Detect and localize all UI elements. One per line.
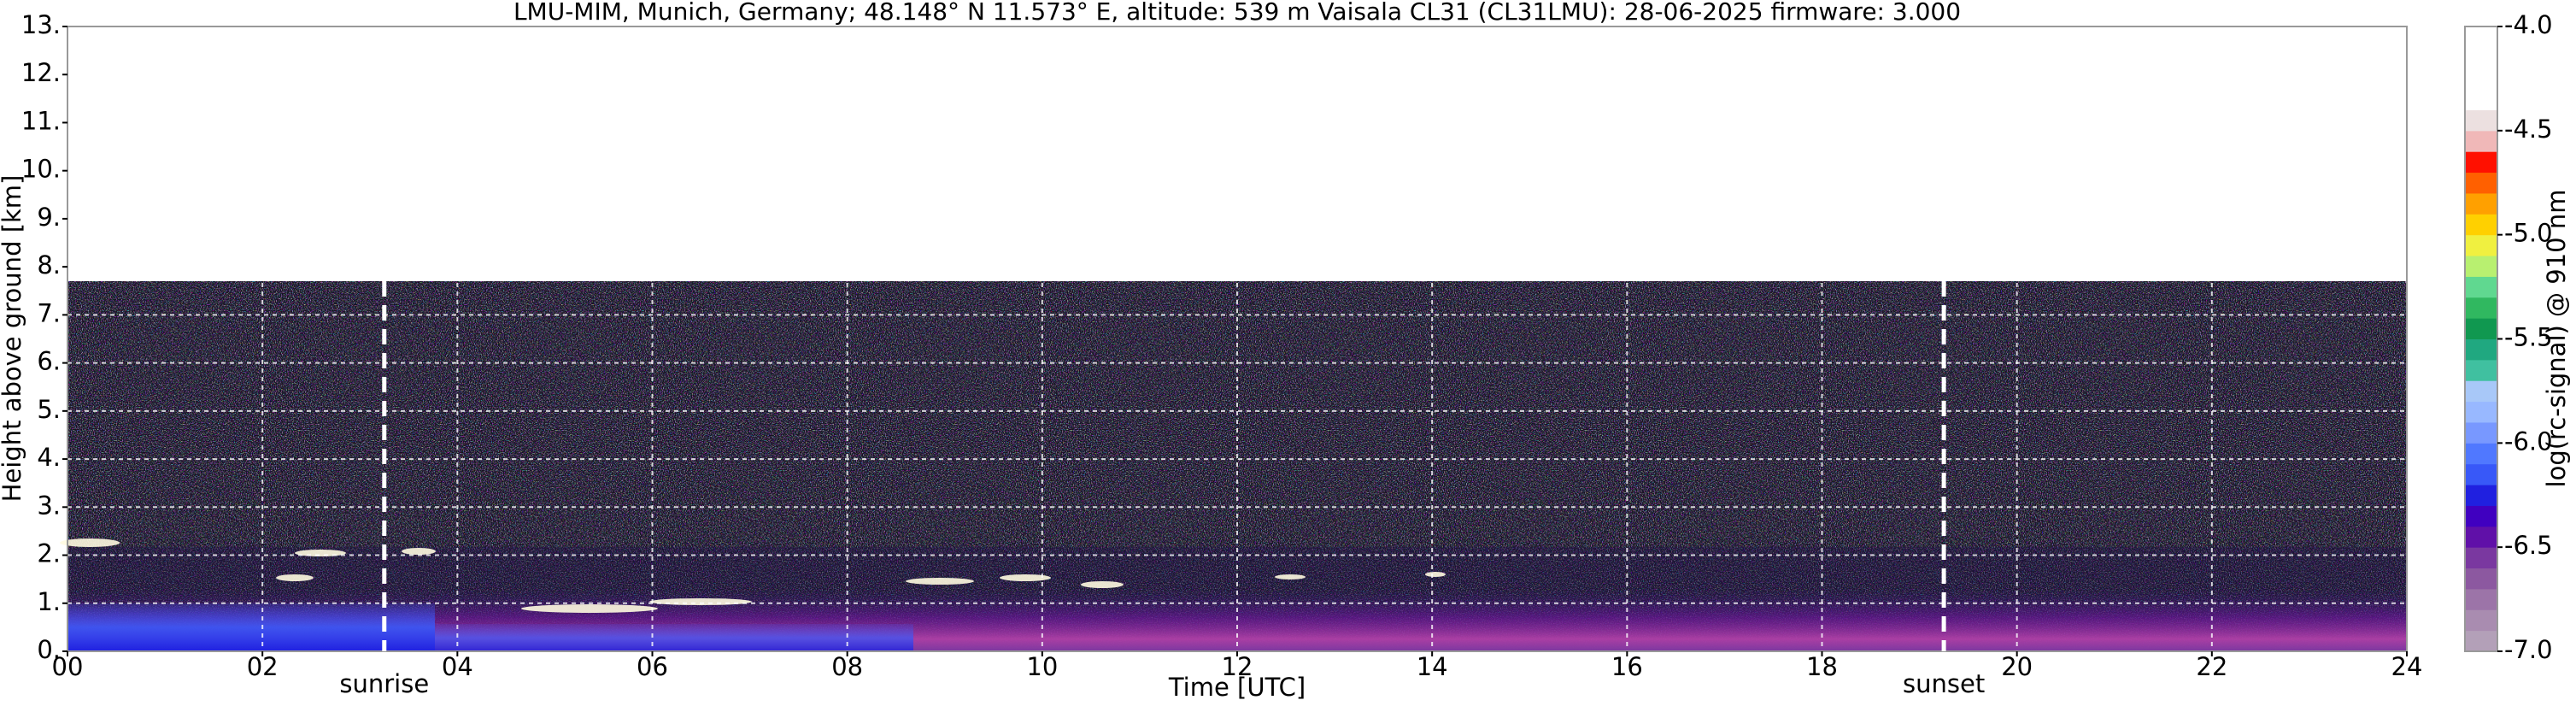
sun-event-label: sunset [1903, 669, 1985, 698]
colorbar-tick-label: -5.0 [2504, 219, 2553, 248]
colorbar-swatch [2465, 89, 2497, 110]
x-tick-label: 10 [1026, 652, 1058, 681]
colorbar-swatch [2465, 485, 2497, 506]
colorbar-swatch [2465, 68, 2497, 90]
colorbar-swatch [2465, 234, 2497, 256]
colorbar-swatch [2465, 318, 2497, 339]
y-tick-label: 0. [37, 635, 61, 664]
y-tick-label: 3. [37, 491, 61, 520]
colorbar-swatch [2465, 401, 2497, 423]
colorbar-swatch [2465, 421, 2497, 444]
y-tick-label: 13. [21, 10, 61, 39]
x-tick-label: 02 [247, 652, 279, 681]
sun-event-label: sunrise [339, 669, 429, 698]
x-tick-label: 18 [1806, 652, 1838, 681]
colorbar-swatch [2465, 630, 2497, 652]
x-tick-label: 24 [2391, 652, 2423, 681]
y-tick-label: 6. [37, 347, 61, 376]
colorbar-swatch [2465, 214, 2497, 236]
colorbar-swatch [2465, 151, 2497, 174]
y-tick-label: 7. [37, 298, 61, 327]
colorbar-swatch [2465, 443, 2497, 465]
x-tick-label: 04 [442, 652, 473, 681]
colorbar-swatch [2465, 276, 2497, 298]
x-tick-label: 16 [1611, 652, 1643, 681]
colorbar-swatch [2465, 297, 2497, 319]
x-axis-label: Time [UTC] [1168, 673, 1306, 702]
colorbar-swatch [2465, 130, 2497, 152]
colorbar-tick-label: -4.5 [2504, 115, 2553, 144]
colorbar-swatch [2465, 609, 2497, 632]
colorbar-tick-label: -6.0 [2504, 427, 2553, 456]
signal-field [60, 281, 2407, 651]
colorbar-swatch [2465, 26, 2497, 48]
colorbar-tick-label: -5.5 [2504, 323, 2553, 352]
y-axis-label: Height above ground [km] [0, 175, 26, 503]
colorbar-swatch [2465, 359, 2497, 381]
colorbar-swatch [2465, 256, 2497, 277]
colorbar-swatch [2465, 588, 2497, 610]
y-tick-label: 10. [21, 155, 61, 184]
x-tick-label: 14 [1417, 652, 1448, 681]
colorbar-swatch [2465, 380, 2497, 403]
y-tick-label: 4. [37, 443, 61, 472]
x-tick-label: 08 [831, 652, 863, 681]
colorbar-swatch [2465, 463, 2497, 485]
y-tick-label: 9. [37, 203, 61, 232]
colorbar-swatch [2465, 526, 2497, 548]
colorbar-swatch [2465, 505, 2497, 527]
x-tick-label: 06 [637, 652, 668, 681]
y-tick-label: 1. [37, 587, 61, 616]
x-tick-label: 22 [2196, 652, 2227, 681]
colorbar-swatch [2465, 109, 2497, 132]
x-tick-label: 00 [52, 652, 84, 681]
colorbar-label: log(rc-signal) @ 910 nm [2542, 190, 2571, 488]
y-tick-label: 12. [21, 58, 61, 87]
colorbar-swatch [2465, 172, 2497, 194]
colorbar-swatch [2465, 547, 2497, 569]
x-tick-label: 12 [1222, 652, 1253, 681]
colorbar-swatch [2465, 568, 2497, 590]
y-tick-label: 2. [37, 539, 61, 568]
y-tick-label: 5. [37, 395, 61, 424]
colorbar-tick-label: -6.5 [2504, 531, 2553, 560]
colorbar-tick-label: -4.0 [2504, 10, 2553, 39]
colorbar-swatch [2465, 338, 2497, 361]
colorbar-swatch [2465, 47, 2497, 69]
chart-title: LMU-MIM, Munich, Germany; 48.148° N 11.5… [513, 0, 1961, 26]
x-tick-label: 20 [2001, 652, 2033, 681]
y-tick-label: 8. [37, 250, 61, 279]
y-tick-label: 11. [21, 106, 61, 135]
colorbar-tick-label: -7.0 [2504, 635, 2553, 664]
colorbar-swatch [2465, 192, 2497, 215]
